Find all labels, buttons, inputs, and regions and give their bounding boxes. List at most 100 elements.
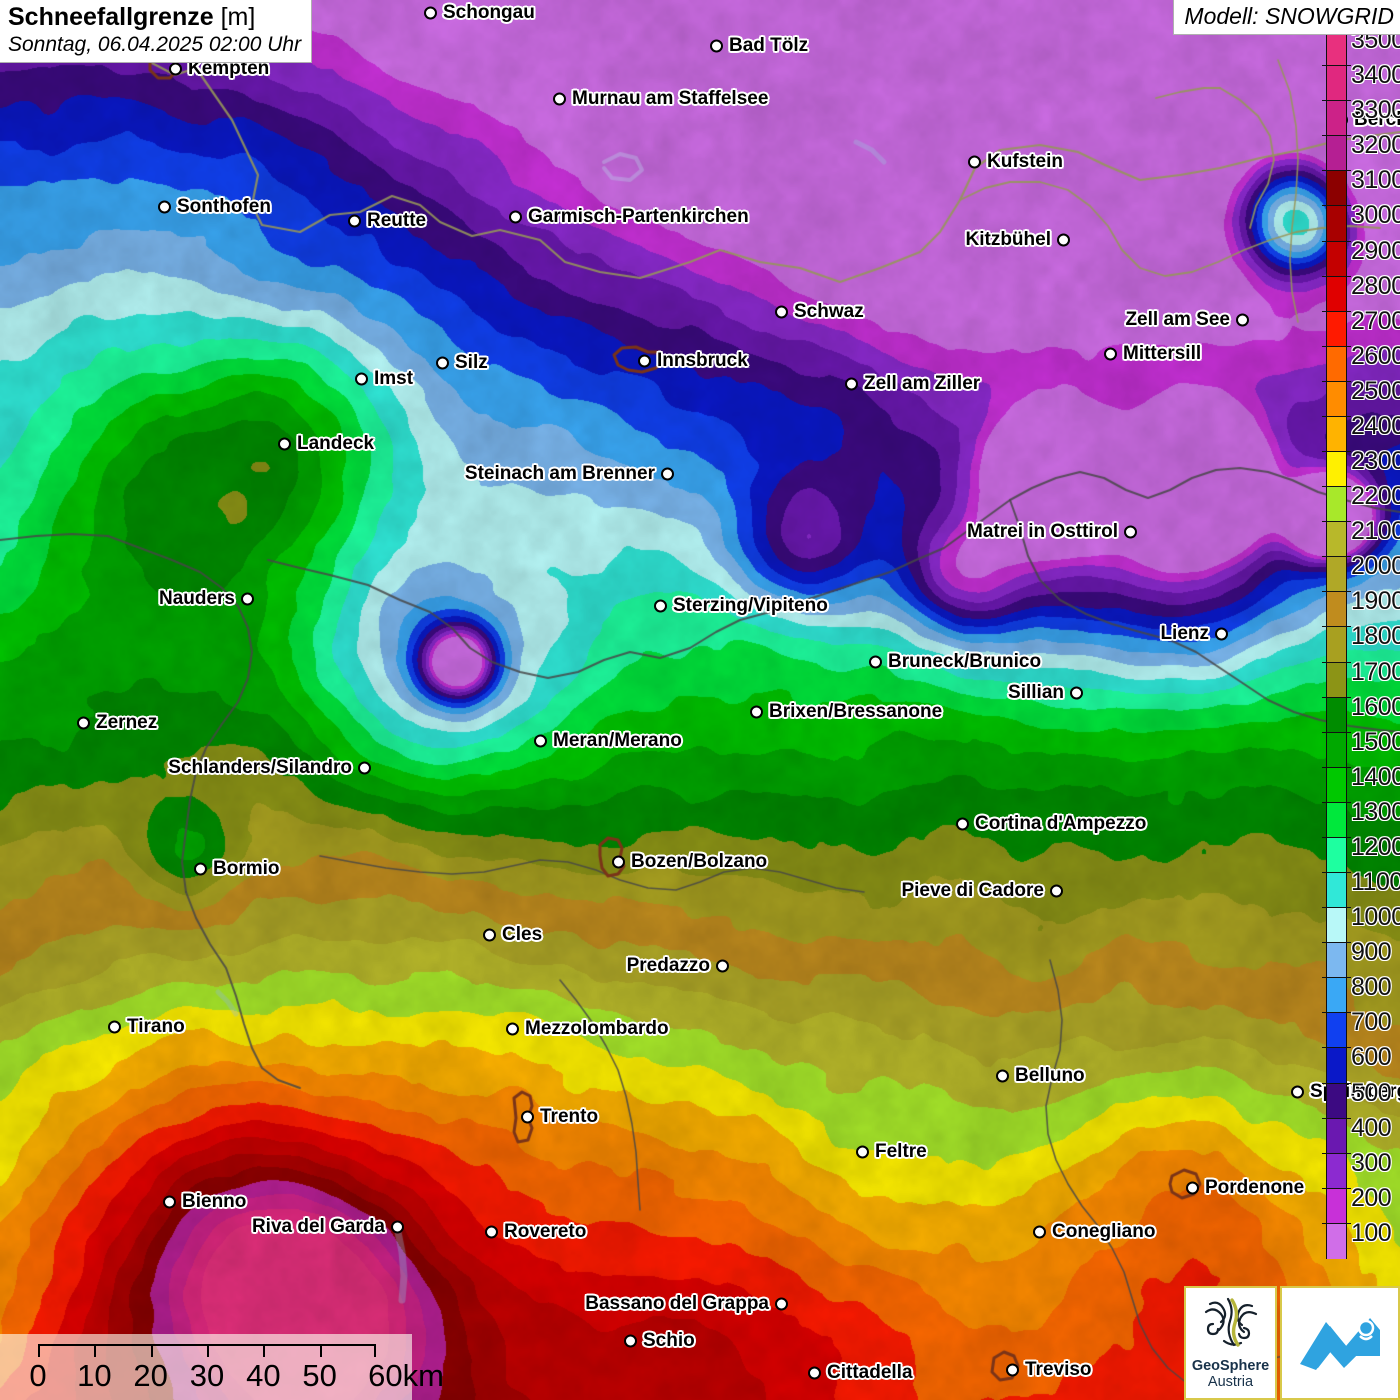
city-dot-icon (424, 6, 437, 20)
city-label: Sterzing/Vipiteno (673, 595, 828, 616)
city-label: Feltre (875, 1141, 927, 1162)
city-label: Zell am Ziller (864, 373, 981, 394)
city-label: Bormio (213, 858, 280, 879)
scale-tick (94, 1344, 97, 1357)
scale-tick (207, 1344, 209, 1357)
city-dot-icon (661, 467, 674, 481)
scale-label: 40 (246, 1358, 281, 1393)
city-dot-icon (1186, 1181, 1199, 1195)
city-marker[interactable]: Predazzo (0, 955, 729, 977)
city-dot-icon (278, 437, 291, 451)
city-label: Zell am See (1125, 309, 1230, 330)
city-marker[interactable]: Matrei in Osttirol (137, 521, 1137, 543)
city-marker[interactable]: Kitzbühel (70, 229, 1070, 251)
city-label: Brixen/Bressanone (769, 701, 943, 722)
city-label: Mittersill (1123, 343, 1202, 364)
city-label: Treviso (1025, 1359, 1092, 1380)
city-label: Kufstein (987, 151, 1063, 172)
city-marker[interactable]: Zell am See (249, 309, 1249, 331)
city-label: Cittadella (827, 1362, 913, 1383)
city-dot-icon (355, 372, 368, 386)
city-label: Schlanders/Silandro (168, 757, 352, 778)
city-dot-icon (856, 1145, 869, 1159)
city-dot-icon (716, 959, 729, 973)
city-dot-icon (845, 377, 858, 391)
city-dot-icon (1124, 525, 1137, 539)
city-label: Bassano del Grappa (585, 1293, 769, 1314)
city-label: Spilimbergo (1310, 1081, 1400, 1102)
city-marker[interactable]: Pieve di Cadore (63, 880, 1063, 902)
city-label: Sillian (1008, 682, 1064, 703)
city-label: Rovereto (504, 1221, 587, 1242)
city-marker[interactable]: Bassano del Grappa (0, 1293, 788, 1315)
title-parameter: Schneefallgrenze (8, 3, 214, 31)
city-label: Cles (502, 924, 543, 945)
scale-label: 10 (77, 1358, 112, 1393)
geosphere-austria-logo[interactable]: GeoSphere Austria (1184, 1286, 1277, 1400)
city-dot-icon (534, 734, 547, 748)
city-label: Mezzolombardo (525, 1018, 669, 1039)
city-dot-icon (348, 214, 361, 228)
city-label: Berchtesgaden (1354, 109, 1400, 130)
distance-scale-bar: 0 10 20 30 40 50 60km (0, 1334, 444, 1400)
city-label: Nauders (158, 588, 235, 609)
city-dot-icon (775, 1297, 788, 1311)
city-label: Kitzbühel (965, 229, 1052, 250)
city-dot-icon (509, 210, 522, 224)
city-dot-icon (1215, 627, 1228, 641)
city-label: Garmisch-Partenkirchen (528, 206, 749, 227)
city-marker[interactable]: Steinach am Brenner (0, 463, 674, 485)
city-dot-icon (1070, 686, 1083, 700)
model-label: Modell: SNOWGRID (1173, 0, 1400, 35)
city-dot-icon (77, 716, 90, 730)
city-dot-icon (638, 354, 651, 368)
city-label: Pordenone (1205, 1177, 1305, 1198)
city-dot-icon (1006, 1363, 1019, 1377)
city-dot-icon (436, 356, 449, 370)
scale-tick (319, 1344, 322, 1357)
city-dot-icon (194, 862, 207, 876)
city-dot-icon (808, 1366, 821, 1380)
city-dot-icon (750, 705, 763, 719)
city-dot-icon (553, 92, 566, 106)
city-dot-icon (1236, 313, 1249, 327)
city-dot-icon (956, 817, 969, 831)
snow-mountain-chevron-logo[interactable] (1280, 1286, 1400, 1400)
city-label: Matrei in Osttirol (967, 521, 1118, 542)
city-dot-icon (241, 592, 254, 606)
map-title-card: Schneefallgrenze [m] Sonntag, 06.04.2025… (0, 0, 313, 63)
city-label: Steinach am Brenner (464, 463, 655, 484)
city-dot-icon (1033, 1225, 1046, 1239)
city-dot-icon (163, 1195, 176, 1209)
city-dot-icon (1050, 884, 1063, 898)
city-label: Schongau (443, 2, 535, 23)
city-label: Bruneck/Brunico (888, 651, 1042, 672)
city-label: Zernez (96, 712, 158, 733)
city-label: Meran/Merano (553, 730, 682, 751)
city-dot-icon (1335, 113, 1348, 127)
city-marker[interactable]: Lienz (228, 623, 1228, 645)
city-marker[interactable]: Riva del Garda (0, 1216, 404, 1238)
city-label: Coneglianо (1052, 1221, 1156, 1242)
city-label: Landeck (297, 433, 375, 454)
geosphere-logo-line1: GeoSphere (1191, 1358, 1270, 1374)
scale-label: 50 (302, 1358, 337, 1393)
city-label: Belluno (1015, 1065, 1085, 1086)
city-label: Bienno (182, 1191, 247, 1212)
city-dot-icon (1291, 1085, 1304, 1099)
city-dot-icon (710, 39, 723, 53)
city-dot-icon (521, 1110, 534, 1124)
city-label: Imst (374, 368, 414, 389)
city-dot-icon (485, 1225, 498, 1239)
geosphere-swirl-icon (1200, 1294, 1262, 1357)
city-dot-icon (1057, 233, 1070, 247)
city-label: Bozen/Bolzano (631, 851, 768, 872)
city-label: Cortina d'Ampezzo (975, 813, 1147, 834)
city-label: Sonthofen (177, 196, 271, 217)
city-label: Bad Tölz (729, 35, 809, 56)
city-dot-icon (654, 599, 667, 613)
city-dot-icon (612, 855, 625, 869)
city-marker[interactable]: Nauders (0, 588, 254, 610)
city-marker[interactable]: Schlanders/Silandro (0, 757, 371, 779)
